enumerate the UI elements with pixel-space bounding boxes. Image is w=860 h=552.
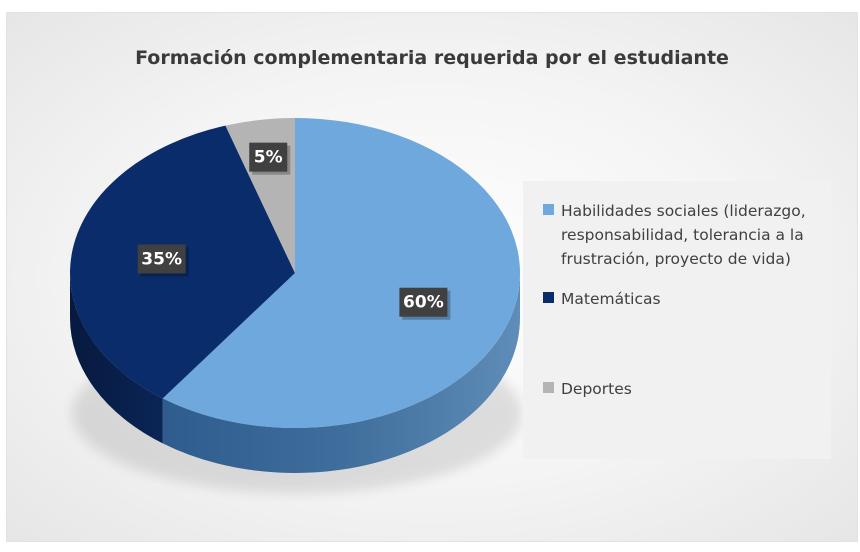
legend-item-matematicas: Matemáticas: [543, 287, 661, 311]
data-label-matematicas: 35%: [137, 244, 189, 277]
chart-area: 60% 35% 5% Formación complementaria requer…: [6, 12, 858, 542]
legend-label-matematicas: Matemáticas: [561, 290, 661, 308]
legend: Habilidades sociales (liderazgo, respons…: [523, 181, 831, 459]
chart-title: Formación complementaria requerida por e…: [135, 47, 729, 69]
legend-label-habilidades-sociales: Habilidades sociales (liderazgo, respons…: [561, 199, 806, 271]
data-label-deportes: 5%: [249, 142, 291, 175]
pie-chart: 60% 35% 5%: [69, 118, 522, 493]
legend-swatch-matematicas: [543, 292, 554, 303]
legend-label-line: responsabilidad, tolerancia a la: [561, 226, 804, 244]
pie-slice-side-matematicas: [69, 273, 163, 444]
data-label-text-matematicas: 35%: [141, 249, 182, 269]
legend-swatch-habilidades-sociales: [543, 204, 554, 215]
pie-slice-habilidades-sociales: [162, 118, 520, 428]
legend-item-deportes: Deportes: [543, 377, 632, 401]
data-label-text-deportes: 5%: [254, 148, 283, 168]
legend-label-line: frustración, proyecto de vida): [561, 250, 791, 268]
pie-slice-side-habilidades-sociales: [162, 273, 520, 473]
data-label-habilidades-sociales: 60%: [399, 287, 451, 320]
legend-swatch-deportes: [543, 382, 554, 393]
legend-label-line: Habilidades sociales (liderazgo,: [561, 202, 806, 220]
legend-item-habilidades-sociales: Habilidades sociales (liderazgo, respons…: [543, 199, 806, 271]
legend-label-deportes: Deportes: [561, 380, 632, 398]
data-label-text-habilidades-sociales: 60%: [403, 293, 444, 313]
